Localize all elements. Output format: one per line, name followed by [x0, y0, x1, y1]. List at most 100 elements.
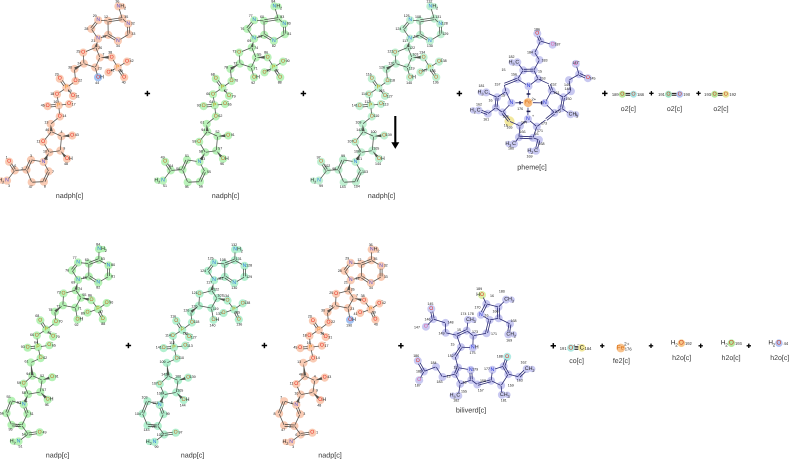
svg-text:O: O: [311, 318, 315, 324]
svg-text:87: 87: [99, 310, 103, 314]
svg-text:193: 193: [704, 92, 712, 97]
svg-text:34: 34: [369, 286, 373, 290]
svg-text:193: 193: [735, 341, 743, 346]
svg-text:104: 104: [135, 412, 141, 416]
svg-text:45: 45: [293, 346, 297, 350]
svg-text:16: 16: [485, 314, 489, 318]
svg-text:N: N: [76, 260, 80, 266]
svg-text:186: 186: [413, 354, 419, 358]
svg-text:nadph[c]: nadph[c]: [368, 191, 396, 200]
svg-text:14: 14: [62, 114, 66, 118]
svg-text:H: H: [527, 148, 531, 154]
svg-text:90: 90: [286, 59, 290, 63]
svg-text:58: 58: [22, 391, 26, 395]
svg-text:6: 6: [14, 164, 16, 168]
svg-text:171: 171: [537, 129, 543, 133]
svg-text:175: 175: [470, 351, 476, 355]
svg-text:147: 147: [414, 325, 420, 329]
svg-text:151: 151: [554, 91, 560, 95]
svg-text:81: 81: [287, 32, 291, 36]
svg-text:O: O: [175, 356, 179, 362]
svg-text:N: N: [349, 277, 353, 283]
svg-text:O: O: [41, 139, 45, 145]
svg-text:O: O: [171, 333, 175, 339]
svg-text:H: H: [508, 297, 512, 303]
svg-text:C: C: [525, 366, 529, 372]
svg-text:171: 171: [491, 332, 497, 336]
svg-text:16: 16: [307, 341, 311, 345]
svg-text:88: 88: [101, 322, 105, 326]
svg-text:9: 9: [316, 388, 318, 392]
svg-text:O: O: [294, 381, 298, 387]
svg-text:O: O: [73, 78, 77, 84]
svg-text:O: O: [568, 345, 573, 352]
svg-text:N: N: [76, 277, 80, 283]
svg-text:−: −: [75, 92, 77, 96]
svg-text:H: H: [768, 340, 773, 347]
svg-text:61: 61: [25, 360, 29, 364]
svg-text:4: 4: [61, 130, 63, 134]
svg-text:141: 141: [156, 346, 162, 350]
svg-text:O: O: [429, 306, 433, 312]
svg-text:C: C: [500, 392, 504, 398]
svg-text:H: H: [120, 3, 124, 9]
svg-text:2: 2: [124, 5, 126, 10]
svg-text:51: 51: [30, 412, 34, 416]
svg-text:O: O: [620, 91, 624, 97]
svg-text:103: 103: [217, 293, 223, 297]
svg-text:N: N: [96, 36, 100, 42]
svg-text:C: C: [515, 59, 519, 65]
svg-text:131: 131: [236, 257, 242, 261]
svg-text:H: H: [470, 317, 474, 323]
svg-text:nadp[c]: nadp[c]: [318, 451, 342, 460]
svg-text:P: P: [96, 306, 100, 312]
svg-text:O: O: [226, 133, 230, 139]
svg-text:H: H: [352, 317, 356, 323]
svg-text:O: O: [712, 91, 716, 97]
svg-text:N: N: [438, 21, 442, 27]
svg-text:23: 23: [98, 67, 102, 71]
svg-text:72: 72: [56, 304, 60, 308]
svg-text:P: P: [232, 306, 236, 312]
svg-text:O: O: [776, 340, 781, 347]
svg-text:104: 104: [354, 184, 360, 188]
svg-text:N: N: [212, 277, 216, 283]
svg-text:127: 127: [387, 94, 393, 98]
svg-text:42: 42: [382, 301, 386, 305]
svg-text:−: −: [129, 57, 131, 61]
svg-text:O: O: [383, 93, 387, 99]
svg-text:N: N: [117, 3, 121, 9]
svg-text:N: N: [408, 17, 412, 23]
svg-text:H: H: [237, 247, 241, 253]
svg-text:15: 15: [538, 70, 542, 74]
svg-text:51: 51: [185, 154, 189, 158]
svg-text:63: 63: [258, 34, 262, 38]
svg-text:N: N: [282, 21, 286, 27]
svg-text:108: 108: [415, 15, 421, 19]
svg-text:189: 189: [612, 92, 620, 97]
svg-text:H: H: [256, 74, 260, 80]
svg-text:103: 103: [142, 395, 148, 399]
svg-text:64: 64: [209, 100, 213, 104]
svg-text:P: P: [65, 85, 69, 91]
svg-text:O: O: [101, 316, 105, 322]
svg-text:H: H: [186, 397, 190, 403]
svg-text:96: 96: [45, 403, 49, 407]
svg-text:H: H: [80, 317, 84, 323]
svg-text:164: 164: [521, 121, 527, 125]
svg-text:−: −: [328, 333, 330, 337]
svg-text:O: O: [158, 381, 162, 387]
svg-text:56: 56: [0, 412, 4, 416]
svg-text:P: P: [213, 102, 217, 108]
svg-text:H: H: [381, 156, 385, 162]
svg-text:N: N: [354, 159, 358, 165]
svg-text:O: O: [379, 101, 383, 107]
svg-text:5: 5: [291, 401, 293, 405]
svg-text:P: P: [44, 327, 48, 333]
svg-text:134: 134: [419, 51, 425, 55]
svg-text:102: 102: [157, 433, 163, 437]
svg-text:−: −: [109, 299, 111, 303]
svg-text:O: O: [221, 156, 225, 162]
svg-text:33: 33: [131, 32, 135, 36]
svg-text:121: 121: [192, 291, 198, 295]
